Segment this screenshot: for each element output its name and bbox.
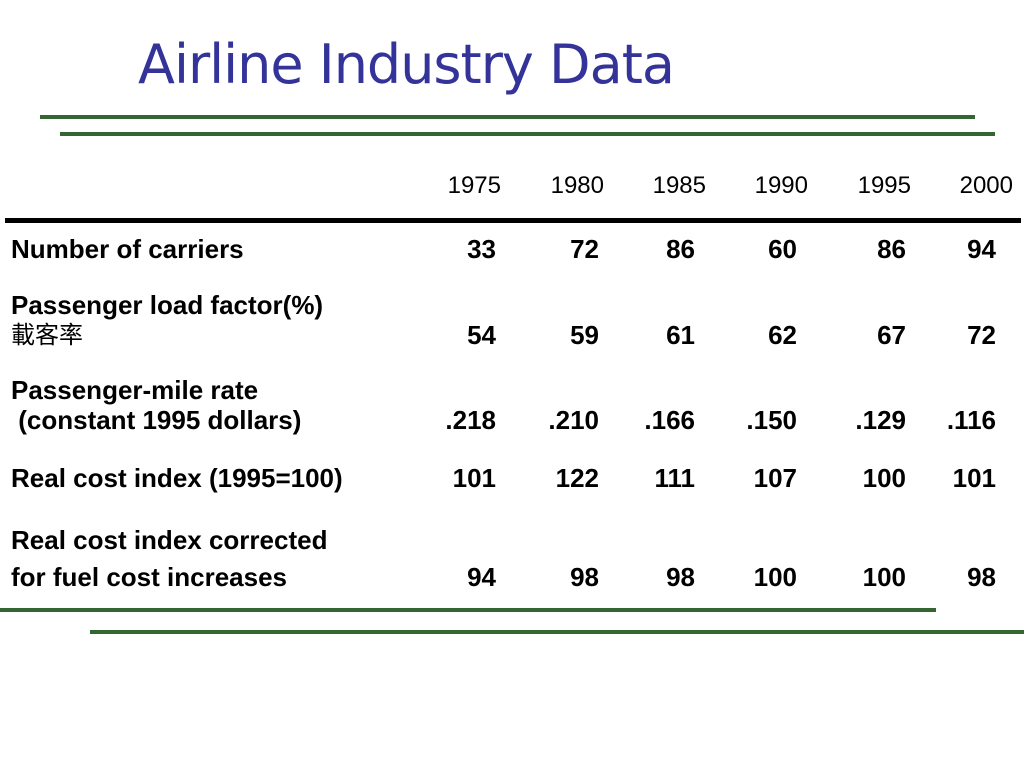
table-cell: 111 [654,463,695,493]
row-label: (constant 1995 dollars) [11,405,302,435]
row-label: for fuel cost increases [11,562,287,592]
year-header: 1975 [447,172,501,199]
table-cell: .166 [644,405,695,435]
table-underline-bottom [90,630,1024,634]
table-cell: .218 [445,405,496,435]
table-underline-top [0,608,936,612]
header-divider [5,218,1021,223]
table-cell: .116 [946,405,996,435]
table-cell: 94 [467,562,496,592]
table-cell: 122 [555,463,599,493]
table-cell: 54 [467,320,496,350]
table-cell: 100 [862,562,906,592]
slide-title: Airline Industry Data [138,33,675,96]
table-cell: 86 [877,234,906,264]
table-cell: 67 [877,320,906,350]
year-header: 1990 [754,172,808,199]
table-cell: 62 [768,320,797,350]
table-cell: 60 [768,234,797,264]
table-cell: .129 [855,405,906,435]
table-cell: 94 [967,234,996,264]
row-label-chinese: 載客率 [11,321,83,349]
table-cell: 61 [666,320,695,350]
row-label: Number of carriers [11,234,244,264]
table-cell: 98 [666,562,695,592]
year-header: 1980 [550,172,604,199]
year-header: 1995 [857,172,911,199]
table-cell: 98 [570,562,599,592]
year-header: 1985 [652,172,706,199]
row-label: Real cost index (1995=100) [11,463,343,493]
table-cell: 33 [467,234,496,264]
table-cell: 59 [570,320,599,350]
row-label: Real cost index corrected [11,525,328,555]
table-cell: .210 [548,405,599,435]
title-underline-bottom [60,132,995,136]
table-cell: 107 [753,463,797,493]
table-cell: 100 [753,562,797,592]
table-cell: 86 [666,234,695,264]
table-cell: .150 [746,405,797,435]
table-cell: 100 [862,463,906,493]
row-label: Passenger load factor(%) [11,290,324,320]
row-label: Passenger-mile rate [11,375,259,405]
table-cell: 101 [952,463,996,493]
table-cell: 101 [452,463,496,493]
table-cell: 72 [570,234,599,264]
table-cell: 72 [967,320,996,350]
year-header: 2000 [959,172,1013,199]
table-cell: 98 [967,562,996,592]
title-underline-top [40,115,975,119]
